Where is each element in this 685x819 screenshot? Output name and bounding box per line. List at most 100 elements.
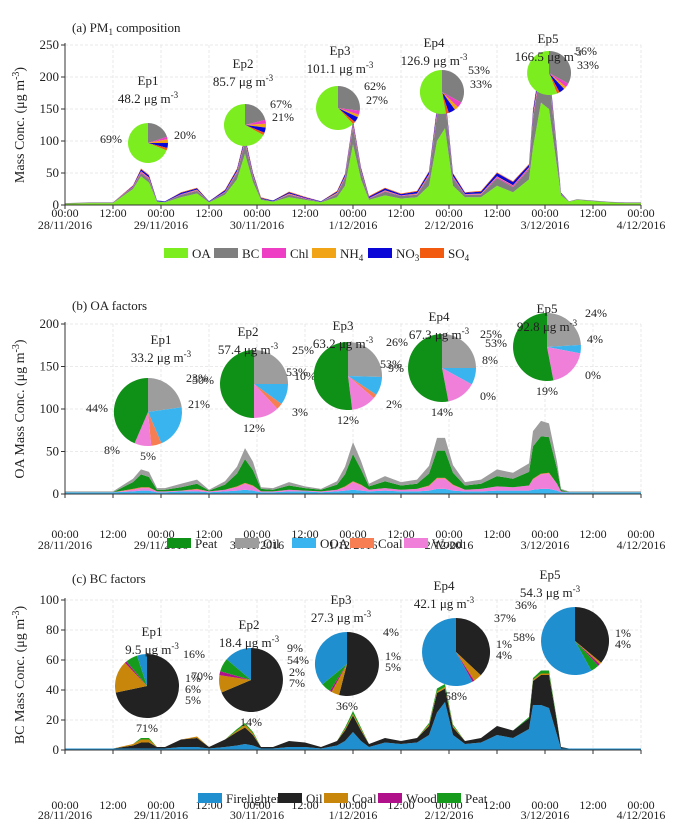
legend-swatch-so4 (420, 248, 444, 258)
episode-conc: 48.2 μg m-3 (118, 90, 179, 106)
pie-percent-label: 56% (575, 44, 597, 58)
pie-percent-label: 69% (100, 132, 122, 146)
pie-slice (338, 108, 355, 124)
x-tick-label: 12:00 (195, 527, 222, 541)
pie-slice (339, 632, 379, 696)
pie-slice (314, 632, 347, 685)
episode-conc-sup: -3 (462, 326, 470, 336)
pie-slice (513, 313, 554, 381)
episode-conc: 85.7 μg m-3 (213, 73, 274, 89)
pie-slice (148, 143, 168, 151)
pie-slice (442, 92, 455, 113)
pie-percent-label: 8% (482, 353, 498, 367)
pie-percent-label: 0% (480, 389, 496, 403)
pie-slice (338, 108, 358, 122)
episode-conc-sup: -3 (574, 48, 582, 58)
pie-slice (549, 73, 566, 89)
pie-percent-label: 4% (615, 637, 631, 651)
pie-ep3: Ep3 101.1 μg m-3 62%27% (307, 43, 388, 130)
legend-label-ooa: OOA (320, 536, 349, 551)
legend-label-no3: NO3 (396, 246, 420, 263)
episode-conc: 9.5 μg m-3 (125, 641, 179, 657)
y-axis-label: OA Mass Conc. (μg m-3) (11, 339, 28, 478)
pie-slice (408, 334, 449, 402)
episode-conc: 33.2 μg m-3 (131, 349, 192, 365)
episode-conc-sup: -3 (184, 349, 192, 359)
x-tick-label: 00:00 (627, 206, 654, 220)
pie-slice (575, 641, 600, 666)
pie-slice (527, 51, 558, 95)
pie-percent-label: 44% (86, 401, 108, 415)
pie-percent-label: 14% (240, 715, 262, 729)
pie-percent-label: 25% (480, 327, 502, 341)
pie-percent-label: 53% (485, 336, 507, 350)
x-tick-label: 12:00 (387, 527, 414, 541)
x-tick-date: 28/11/2016 (38, 808, 92, 819)
pie-slice (549, 50, 572, 84)
legend-swatch-peat (167, 538, 191, 548)
pie-slice (549, 73, 560, 94)
pie-percent-label: 5% (385, 660, 401, 674)
x-tick-label: 00:00 (339, 206, 366, 220)
x-tick-date: 1/12/2016 (329, 808, 378, 819)
pie-slice (223, 104, 264, 147)
pie-slice (331, 664, 347, 695)
episode-conc-sup: -3 (366, 335, 374, 345)
episode-conc: 27.3 μg m-3 (311, 609, 372, 625)
legend-label-bc: BC (242, 246, 259, 261)
pie-slice (148, 377, 182, 412)
pie-slice (348, 341, 383, 377)
panel-bc: 0 20 40 60 80 100 00:00 12:00 00:00 12:00 00:00 12:… (11, 567, 665, 819)
episode-conc: 42.1 μg m-3 (414, 595, 475, 611)
area-oil (65, 675, 641, 749)
pie-slice (148, 412, 162, 446)
x-tick-date: 3/12/2016 (521, 808, 570, 819)
pie-percent-label: 1% (385, 649, 401, 663)
episode-conc-sup: -3 (266, 73, 274, 83)
x-tick-label: 00:00 (51, 798, 78, 812)
pie-ep4: Ep4 126.9 μg m-353%33% (401, 35, 492, 114)
pie-percent-label: 20% (174, 128, 196, 142)
panel-oa: 0 50 100 150 200 00:00 12:00 00:00 12:00 00:00 12:… (11, 298, 665, 552)
y-axis-label: BC Mass Conc. (μg m-3) (11, 605, 28, 744)
episode-conc: 54.3 μg m-3 (520, 584, 581, 600)
pie-slice (220, 659, 251, 680)
x-tick-label: 12:00 (99, 798, 126, 812)
legend-label-wood: Wood (432, 536, 463, 551)
x-tick-label: 00:00 (51, 527, 78, 541)
chart-title: (c) BC factors (72, 571, 146, 586)
legend-swatch-firelighter (198, 793, 222, 803)
legend-label-peat: Peat (195, 536, 218, 551)
pie-slice (442, 92, 458, 110)
pie-slice (456, 617, 491, 676)
x-tick-label: 00:00 (627, 527, 654, 541)
pie-slice (575, 641, 599, 671)
pie-ep3: Ep3 27.3 μg m-3 4% 1%5% 36% 54% (287, 592, 401, 713)
pie-slice (329, 664, 347, 692)
legend-swatch-chl (262, 248, 286, 258)
pie-percent-label: 2% (289, 665, 305, 679)
pie-percent-label: 1% (496, 637, 512, 651)
x-tick-label: 00:00 (147, 527, 174, 541)
y-tick-label: 60 (46, 652, 59, 667)
x-tick-date: 2/12/2016 (425, 218, 474, 232)
pie-slice (221, 648, 283, 712)
pie-slice (245, 119, 266, 125)
episode-label: Ep4 (429, 309, 450, 324)
pie-slice (148, 136, 168, 143)
x-tick-label: 12:00 (99, 527, 126, 541)
pie-slice (254, 384, 282, 409)
pie-percent-label: 33% (470, 77, 492, 91)
y-axis-label-end: ) (13, 339, 28, 344)
pie-slice (442, 368, 477, 385)
x-tick-date: 2/12/2016 (425, 808, 474, 819)
x-tick-date: 4/12/2016 (617, 218, 666, 232)
pie-percent-label: 21% (188, 397, 210, 411)
legend-swatch-peat (437, 793, 461, 803)
pie-slice (114, 662, 147, 693)
x-tick-label: 00:00 (147, 798, 174, 812)
x-tick-label: 12:00 (579, 798, 606, 812)
pie-slice (456, 652, 481, 681)
pie-percent-label: 9% (388, 361, 404, 375)
pie-percent-label: 53% (380, 357, 402, 371)
